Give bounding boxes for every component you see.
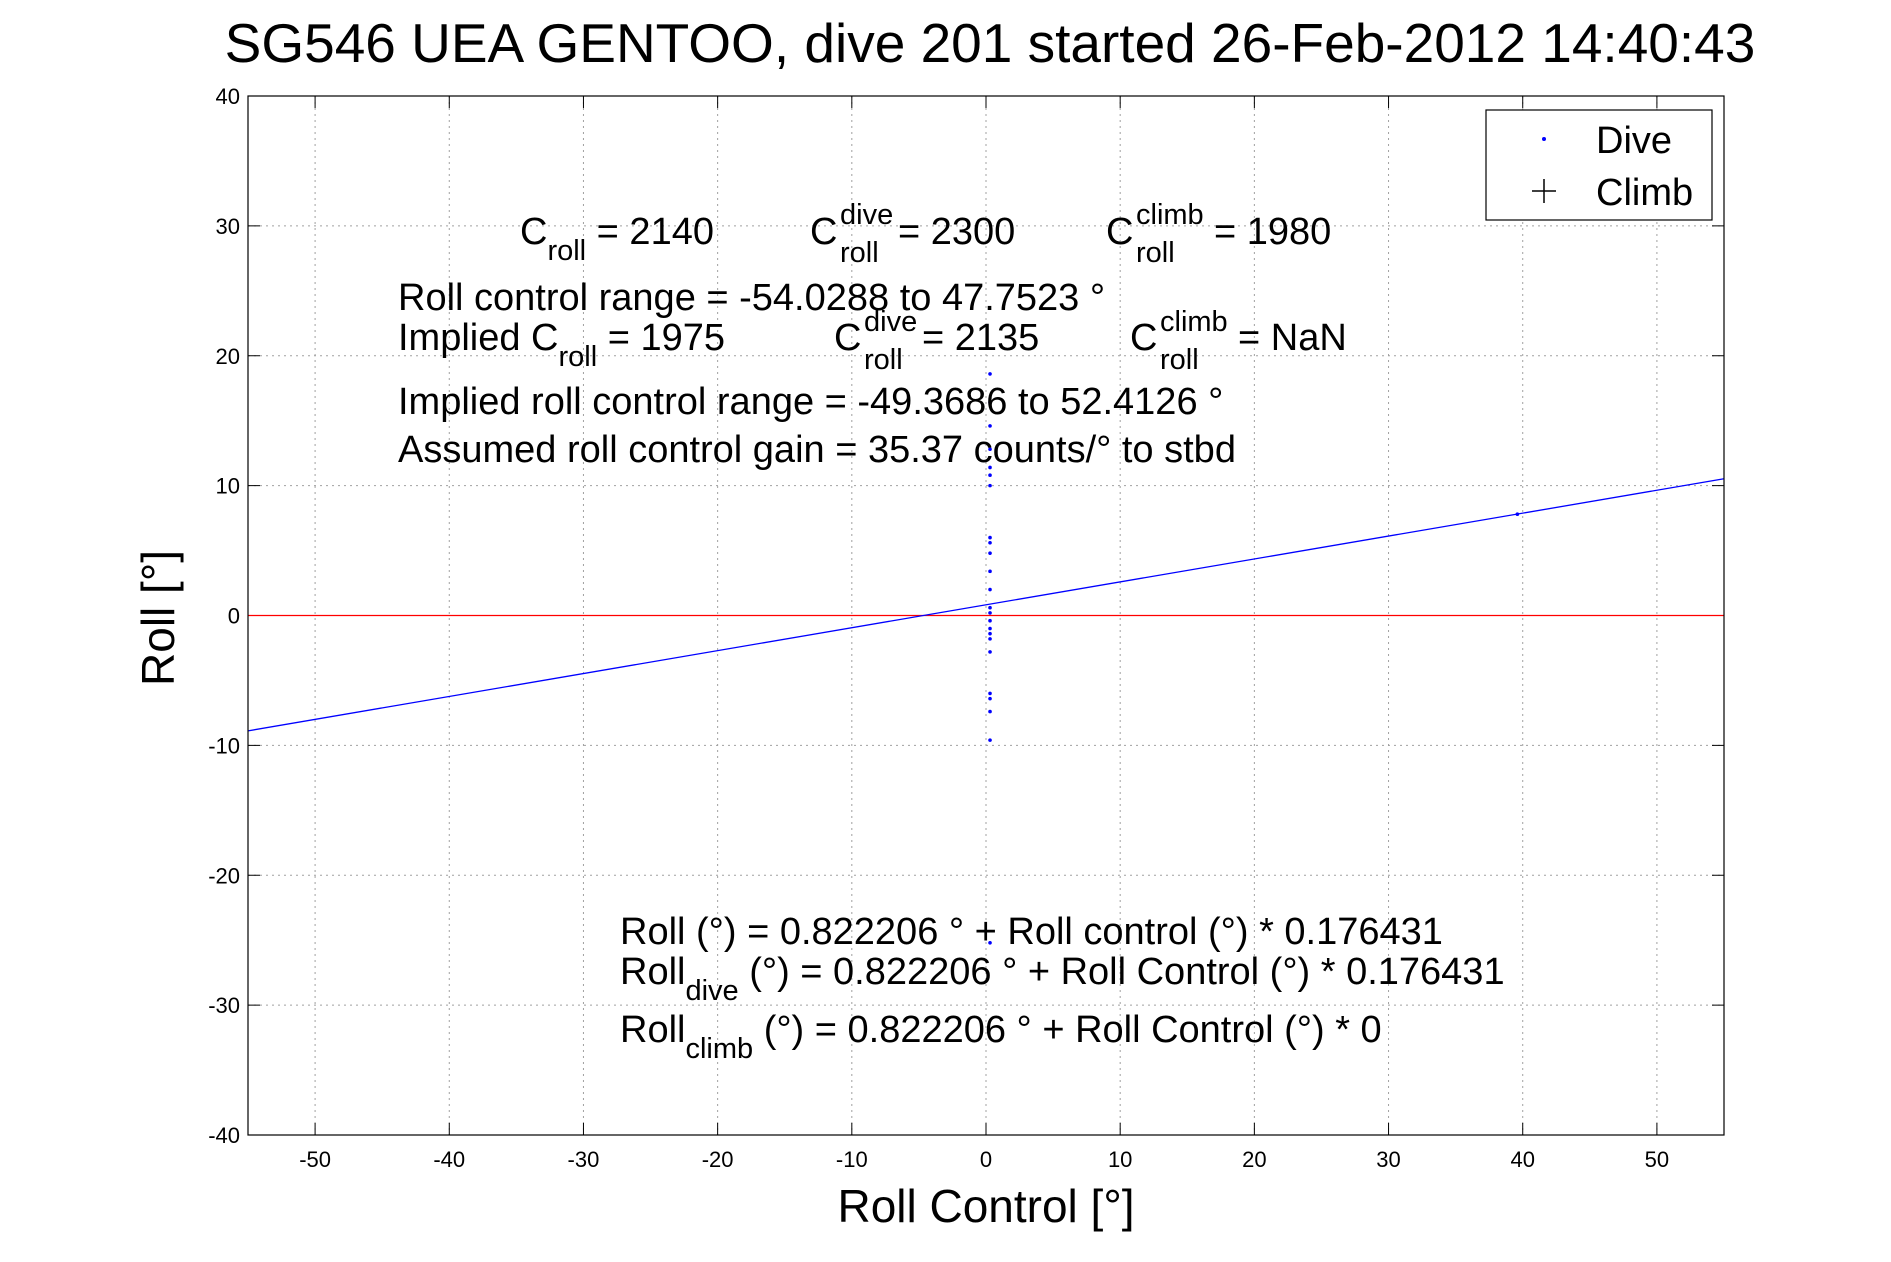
y-axis-label: Roll [°]: [132, 550, 184, 686]
dive-data-point: [988, 372, 992, 376]
annotation-croll-dive-sup: dive: [840, 199, 893, 231]
annotation-implied-climb-sub: roll: [1160, 344, 1199, 376]
annotation-croll-climb-value: = 1980: [1214, 211, 1331, 253]
annotation-croll-climb-base: C: [1106, 211, 1133, 253]
dive-data-point: [988, 551, 992, 555]
y-tick-label: -10: [208, 733, 240, 758]
annotation-croll-dive-sub: roll: [840, 237, 879, 269]
annotation-implied-croll: Implied Croll = 1975: [398, 317, 725, 373]
annotation-implied-climb-value: = NaN: [1238, 317, 1347, 359]
x-tick-label: 20: [1242, 1147, 1266, 1172]
legend-climb-label: Climb: [1596, 172, 1693, 214]
dive-data-point: [988, 709, 992, 714]
x-tick-label: 40: [1510, 1147, 1534, 1172]
x-tick-label: 50: [1645, 1147, 1669, 1172]
annotation-eq-dive-base: Roll: [620, 951, 685, 993]
dive-data-point: [988, 535, 992, 540]
annotation-croll: Croll = 2140: [520, 211, 714, 267]
annotation-croll-climb: C: [1106, 211, 1133, 253]
regression-fit-line: [247, 478, 1725, 732]
annotation-implied-climb-base: C: [1130, 317, 1157, 359]
dive-data-point: [1515, 512, 1520, 516]
annotation-eq-climb-sub: climb: [685, 1033, 753, 1065]
y-tick-label: -20: [208, 863, 240, 888]
annotation-eq-climb-base: Roll: [620, 1009, 685, 1051]
plot-frame: [247, 95, 1725, 1136]
y-tick-label: 0: [228, 604, 240, 629]
x-tick-label: 0: [980, 1147, 992, 1172]
y-tick-label: 10: [216, 474, 240, 499]
annotation-implied-range: Implied roll control range = -49.3686 to…: [398, 381, 1223, 423]
dive-data-point: [988, 650, 992, 654]
annotation-eq-roll: Roll (°) = 0.822206 ° + Roll control (°)…: [620, 911, 1443, 953]
y-tick-label: 30: [216, 214, 240, 239]
dive-data-point: [988, 691, 992, 696]
dive-data-point: [988, 424, 992, 428]
legend-climb-marker: [1532, 179, 1556, 203]
y-tick-label: 20: [216, 344, 240, 369]
annotation-croll-value: = 2140: [586, 211, 714, 253]
tick-labels: -50 -40 -30 -20 -10 0 10 20 30 40 50 -40 -30 -20 -10 0 1…: [208, 84, 1669, 1172]
dive-data-point: [988, 483, 992, 488]
annotation-implied-sub: roll: [559, 341, 598, 373]
x-tick-label: -20: [702, 1147, 734, 1172]
annotation-gain: Assumed roll control gain = 35.37 counts…: [398, 429, 1236, 471]
dive-data-point: [988, 473, 992, 478]
y-tick-label: 40: [216, 84, 240, 109]
dive-data-point: [988, 696, 992, 701]
dive-data-point: [988, 626, 992, 631]
dive-data-point: [988, 605, 992, 610]
annotation-eq-climb-rest: (°) = 0.822206 ° + Roll Control (°) * 0: [753, 1009, 1382, 1051]
legend-dive-label: Dive: [1596, 120, 1672, 162]
annotation-implied-climb-sup: climb: [1160, 306, 1228, 338]
dive-data-points: [988, 372, 1520, 945]
annotation-eq-dive-sub: dive: [685, 975, 738, 1007]
dive-data-point: [988, 569, 992, 574]
y-tick-label: -40: [208, 1123, 240, 1148]
annotation-croll-dive-value: = 2300: [898, 211, 1015, 253]
annotation-implied-prefix: Implied C: [398, 317, 559, 359]
x-tick-label: -30: [568, 1147, 600, 1172]
legend-box: [1485, 109, 1713, 221]
dive-data-point: [988, 631, 992, 636]
annotation-eq-dive: Rolldive (°) = 0.822206 ° + Roll Control…: [620, 951, 1505, 1007]
annotation-croll-dive: C: [810, 211, 837, 253]
x-tick-label: -50: [299, 1147, 331, 1172]
annotation-eq-dive-rest: (°) = 0.822206 ° + Roll Control (°) * 0.…: [739, 951, 1505, 993]
annotation-croll-sub: roll: [547, 235, 586, 267]
annotation-croll-climb-sub: roll: [1136, 237, 1175, 269]
annotation-croll-climb-sup: climb: [1136, 199, 1204, 231]
annotation-implied-dive-sub: roll: [864, 344, 903, 376]
x-tick-label: -40: [433, 1147, 465, 1172]
dive-data-point: [988, 465, 992, 470]
annotation-croll-dive-base: C: [810, 211, 837, 253]
dive-data-point: [988, 940, 992, 945]
annotation-implied-dive-base: C: [834, 317, 861, 359]
x-tick-label: -10: [836, 1147, 868, 1172]
y-tick-label: -30: [208, 993, 240, 1018]
annotation-croll-base: C: [520, 211, 547, 253]
annotation-implied-dive-value: = 2135: [922, 317, 1039, 359]
dive-data-point: [988, 637, 992, 641]
annotation-implied-climb: C: [1130, 317, 1157, 359]
legend-dive-marker: [1542, 137, 1546, 141]
dive-data-point: [988, 611, 992, 615]
dive-data-point: [988, 540, 992, 545]
annotation-implied-value: = 1975: [597, 317, 725, 359]
dive-data-point: [988, 400, 992, 405]
x-axis-label: Roll Control [°]: [837, 1180, 1134, 1232]
annotation-eq-climb: Rollclimb (°) = 0.822206 ° + Roll Contro…: [620, 1009, 1382, 1065]
annotation-implied-dive: C: [834, 317, 861, 359]
legend: Dive Climb: [1485, 109, 1713, 221]
chart-title: SG546 UEA GENTOO, dive 201 started 26-Fe…: [225, 12, 1756, 74]
annotation-implied-dive-sup: dive: [864, 306, 917, 338]
dive-data-point: [988, 447, 992, 452]
x-tick-label: 30: [1376, 1147, 1400, 1172]
dive-data-point: [988, 618, 992, 623]
annotation-roll-control-range: Roll control range = -54.0288 to 47.7523…: [398, 277, 1105, 319]
dive-data-point: [988, 587, 992, 592]
dive-data-point: [988, 738, 992, 742]
x-tick-label: 10: [1108, 1147, 1132, 1172]
